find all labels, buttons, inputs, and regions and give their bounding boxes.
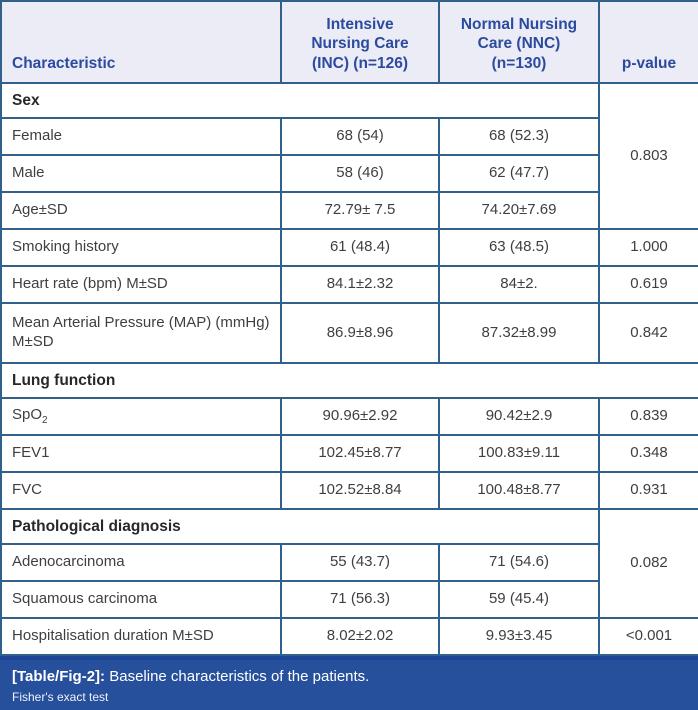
row-fvc: FVC 102.52±8.84 100.48±8.77 0.931 [0, 471, 698, 510]
pvalue-cell: 0.803 [598, 82, 698, 230]
inc-value-cell: 58 (46) [280, 154, 440, 193]
inc-value-cell: 8.02±2.02 [280, 617, 440, 656]
caption-text: Baseline characteristics of the patients… [109, 668, 370, 685]
nnc-value-cell: 87.32±8.99 [438, 302, 600, 364]
nnc-value-cell: 74.20±7.69 [438, 191, 600, 230]
row-male: Male 58 (46) 62 (47.7) [0, 154, 698, 193]
row-label-cell: Heart rate (bpm) M±SD [0, 265, 282, 304]
caption-footnote: Fisher's exact test [12, 690, 109, 705]
inc-value-cell: 72.79± 7.5 [280, 191, 440, 230]
row-pathological-diagnosis-section: Pathological diagnosis 0.082 [0, 508, 698, 619]
row-heart-rate: Heart rate (bpm) M±SD 84.1±2.32 84±2. 0.… [0, 265, 698, 304]
caption-label: [Table/Fig-2]: [12, 668, 106, 685]
inc-value-cell: 55 (43.7) [280, 543, 440, 582]
col-header-nnc: Normal Nursing Care (NNC) (n=130) [438, 0, 600, 84]
inc-value-cell: 61 (48.4) [280, 228, 440, 267]
pvalue-cell: 0.348 [598, 434, 698, 473]
row-mean-arterial-pressure: Mean Arterial Pressure (MAP) (mmHg) M±SD… [0, 302, 698, 364]
pvalue-cell: <0.001 [598, 617, 698, 656]
col-header-pvalue: p-value [598, 0, 698, 84]
row-label-cell: Hospitalisation duration M±SD [0, 617, 282, 656]
section-label-cell: Lung function [0, 362, 698, 399]
nnc-value-cell: 62 (47.7) [438, 154, 600, 193]
inc-value-cell: 71 (56.3) [280, 580, 440, 619]
figure-caption: [Table/Fig-2]: Baseline characteristics … [0, 656, 698, 710]
row-lung-function-section: Lung function [0, 362, 698, 399]
nnc-value-cell: 84±2. [438, 265, 600, 304]
row-label-cell: Mean Arterial Pressure (MAP) (mmHg) M±SD [0, 302, 282, 364]
row-label-cell: Male [0, 154, 282, 193]
row-hospitalisation-duration: Hospitalisation duration M±SD 8.02±2.02 … [0, 617, 698, 656]
inc-value-cell: 90.96±2.92 [280, 397, 440, 436]
spo2-base: SpO [12, 405, 43, 423]
inc-value-cell: 102.52±8.84 [280, 471, 440, 510]
pvalue-cell: 0.931 [598, 471, 698, 510]
inc-value-cell: 84.1±2.32 [280, 265, 440, 304]
col-header-inc: Intensive Nursing Care (INC) (n=126) [280, 0, 440, 84]
nnc-value-cell: 100.83±9.11 [438, 434, 600, 473]
caption-line: [Table/Fig-2]: Baseline characteristics … [12, 667, 686, 687]
row-female: Female 68 (54) 68 (52.3) [0, 117, 698, 156]
nnc-value-cell: 59 (45.4) [438, 580, 600, 619]
row-label-cell: FEV1 [0, 434, 282, 473]
col-header-inc-line: (INC) (n=126) [311, 55, 409, 73]
inc-value-cell: 68 (54) [280, 117, 440, 156]
inc-value-cell: 86.9±8.96 [280, 302, 440, 364]
baseline-characteristics-table: Characteristic Intensive Nursing Care (I… [0, 0, 698, 656]
row-label-cell: Age±SD [0, 191, 282, 230]
row-smoking-history: Smoking history 61 (48.4) 63 (48.5) 1.00… [0, 228, 698, 267]
header-row: Characteristic Intensive Nursing Care (I… [0, 0, 698, 84]
pvalue-cell: 0.839 [598, 397, 698, 436]
col-header-nnc-line: Normal Nursing [460, 15, 578, 33]
row-label-cell: Squamous carcinoma [0, 580, 282, 619]
nnc-value-cell: 9.93±3.45 [438, 617, 600, 656]
row-fev1: FEV1 102.45±8.77 100.83±9.11 0.348 [0, 434, 698, 473]
section-label-cell: Sex [0, 82, 600, 119]
section-label-cell: Pathological diagnosis [0, 508, 600, 545]
nnc-value-cell: 90.42±2.9 [438, 397, 600, 436]
nnc-value-cell: 68 (52.3) [438, 117, 600, 156]
inc-value-cell: 102.45±8.77 [280, 434, 440, 473]
row-sex-section: Sex 0.803 [0, 82, 698, 230]
col-header-inc-line: Intensive [326, 15, 394, 33]
row-label-cell: Adenocarcinoma [0, 543, 282, 582]
pvalue-cell: 1.000 [598, 228, 698, 267]
row-label-cell: FVC [0, 471, 282, 510]
col-header-inc-line: Nursing Care [311, 35, 409, 53]
nnc-value-cell: 71 (54.6) [438, 543, 600, 582]
row-adenocarcinoma: Adenocarcinoma 55 (43.7) 71 (54.6) [0, 543, 698, 582]
col-header-nnc-line: Care (NNC) [477, 35, 561, 53]
row-label-cell: SpO2 [0, 397, 282, 436]
pvalue-cell: 0.619 [598, 265, 698, 304]
row-age: Age±SD 72.79± 7.5 74.20±7.69 [0, 191, 698, 230]
row-label-cell: Smoking history [0, 228, 282, 267]
nnc-value-cell: 63 (48.5) [438, 228, 600, 267]
col-header-characteristic: Characteristic [0, 0, 282, 84]
pvalue-cell: 0.082 [598, 508, 698, 619]
col-header-nnc-line: (n=130) [491, 55, 547, 73]
spo2-subscript: 2 [42, 414, 48, 426]
nnc-value-cell: 100.48±8.77 [438, 471, 600, 510]
row-squamous-carcinoma: Squamous carcinoma 71 (56.3) 59 (45.4) [0, 580, 698, 619]
row-spo2: SpO2 90.96±2.92 90.42±2.9 0.839 [0, 397, 698, 436]
row-label-cell: Female [0, 117, 282, 156]
pvalue-cell: 0.842 [598, 302, 698, 364]
